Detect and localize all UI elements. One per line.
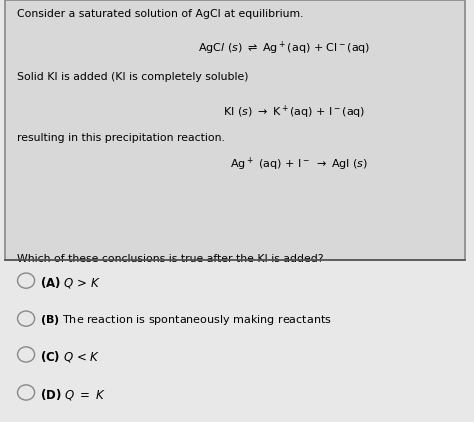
- FancyBboxPatch shape: [5, 0, 465, 260]
- Text: Solid KI is added (KI is completely soluble): Solid KI is added (KI is completely solu…: [17, 72, 248, 82]
- Text: Consider a saturated solution of AgCl at equilibrium.: Consider a saturated solution of AgCl at…: [17, 9, 303, 19]
- Text: resulting in this precipitation reaction.: resulting in this precipitation reaction…: [17, 133, 225, 143]
- Text: $\mathbf{(D)}$ $\mathit{Q}$ $=$ $\mathit{K}$: $\mathbf{(D)}$ $\mathit{Q}$ $=$ $\mathit…: [40, 387, 106, 402]
- Text: $\mathbf{(A)}$ $\mathit{Q}$ > $\mathit{K}$: $\mathbf{(A)}$ $\mathit{Q}$ > $\mathit{K…: [40, 275, 101, 290]
- Text: $\mathbf{(C)}$ $\mathit{Q}$ < $\mathit{K}$: $\mathbf{(C)}$ $\mathit{Q}$ < $\mathit{K…: [40, 349, 100, 364]
- Text: AgC$\it{l}$ $(s)$ $\rightleftharpoons$ Ag$^+$(aq) + Cl$^-$(aq): AgC$\it{l}$ $(s)$ $\rightleftharpoons$ A…: [198, 40, 371, 57]
- Text: Ag$^+$ (aq) + I$^-$ $\rightarrow$ AgI $(s)$: Ag$^+$ (aq) + I$^-$ $\rightarrow$ AgI $(…: [229, 156, 368, 173]
- Text: Which of these conclusions is true after the KI is added?: Which of these conclusions is true after…: [17, 254, 323, 265]
- Text: KI $(s)$ $\rightarrow$ K$^+$(aq) + I$^-$(aq): KI $(s)$ $\rightarrow$ K$^+$(aq) + I$^-$…: [223, 103, 365, 121]
- Text: $\mathbf{(B)}$ The reaction is spontaneously making reactants: $\mathbf{(B)}$ The reaction is spontaneo…: [40, 313, 332, 327]
